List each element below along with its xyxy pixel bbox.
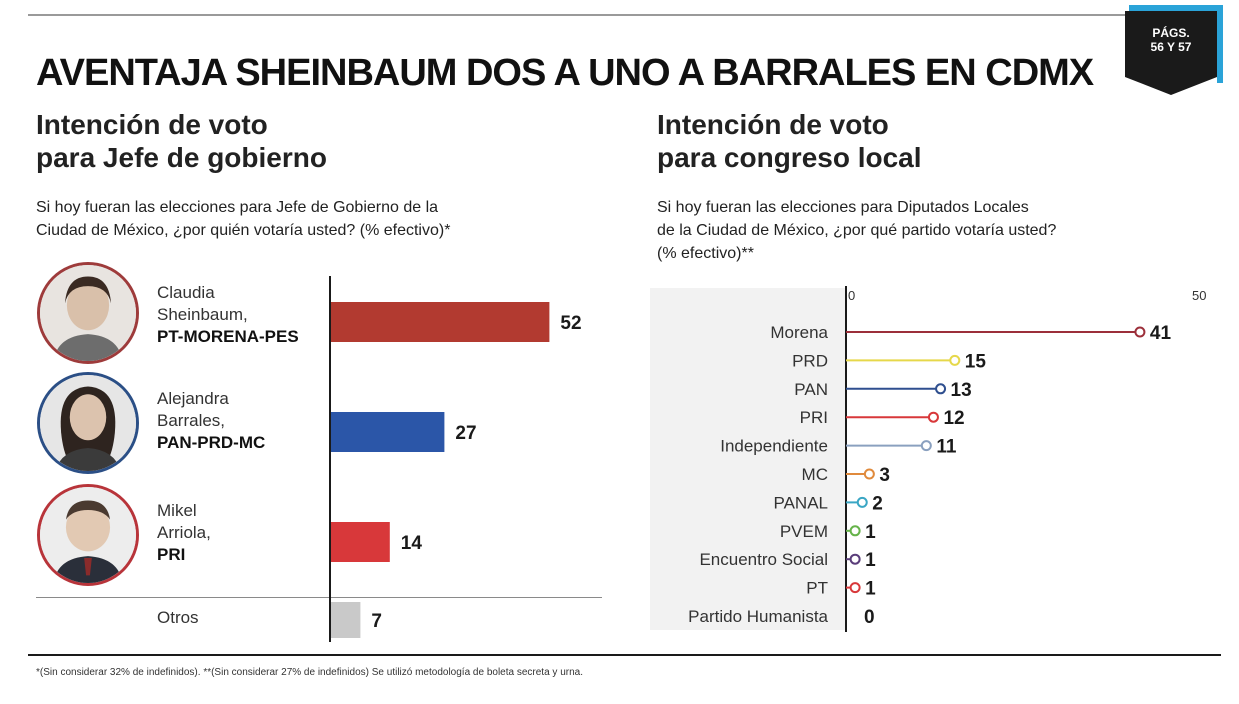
left-section-title: Intención de voto para Jefe de gobierno [36, 108, 327, 174]
right-category-label: Morena [770, 323, 828, 342]
right-value-label: 11 [936, 437, 957, 458]
page-tag [1125, 5, 1223, 95]
right-value-label: 1 [865, 550, 876, 571]
candidate-first-name: Mikel [157, 501, 197, 520]
right-question-line3: (% efectivo)** [657, 245, 754, 262]
candidate-portrait-arriola [37, 484, 139, 586]
left-bar-value-label: 14 [401, 533, 423, 554]
left-question-line1: Si hoy fueran las elecciones para Jefe d… [36, 199, 439, 216]
right-value-label: 1 [865, 579, 876, 600]
candidate-party: PRI [157, 545, 186, 564]
right-title-line2: para congreso local [657, 142, 922, 173]
right-lollipop-dot [920, 440, 932, 452]
left-bar-chart: 52 27 14 7 [329, 276, 582, 642]
footnote: *(Sin considerar 32% de indefinidos). **… [36, 667, 583, 678]
left-bar [331, 602, 361, 638]
candidate-last-name: Barrales, [157, 411, 226, 430]
right-value-label: 15 [965, 351, 987, 372]
right-x-tick-label: 50 [1192, 288, 1206, 303]
others-label: Otros [157, 608, 199, 627]
page-tag-line2: 56 Y 57 [1150, 40, 1192, 54]
candidate-last-name: Arriola, [157, 523, 211, 542]
top-rule [28, 14, 1213, 16]
headline: AVENTAJA SHEINBAUM DOS A UNO A BARRALES … [36, 52, 1094, 94]
left-bar [331, 412, 445, 452]
right-question-line2: de la Ciudad de México, ¿por qué partido… [657, 222, 1057, 239]
right-value-label: 2 [872, 493, 883, 514]
right-lollipop-dot [949, 354, 961, 366]
right-category-label: PAN [794, 380, 828, 399]
right-lollipop-dot [849, 525, 861, 537]
bottom-rule [28, 654, 1221, 656]
right-value-label: 3 [879, 465, 890, 486]
candidate-portrait-sheinbaum [37, 262, 139, 364]
right-value-label: 0 [864, 607, 875, 628]
left-question-line2: Ciudad de México, ¿por quién votaría ust… [36, 222, 451, 239]
right-category-label: PANAL [774, 493, 829, 512]
left-question: Si hoy fueran las elecciones para Jefe d… [36, 196, 450, 242]
candidate-label-barrales: Alejandra Barrales, PAN-PRD-MC [157, 388, 265, 454]
left-title-line2: para Jefe de gobierno [36, 142, 327, 173]
right-question-line1: Si hoy fueran las elecciones para Diputa… [657, 199, 1029, 216]
right-value-label: 1 [865, 522, 876, 543]
candidate-party: PAN-PRD-MC [157, 433, 266, 452]
right-category-label: Independiente [720, 437, 828, 456]
right-value-label: 13 [951, 380, 972, 401]
right-section-title: Intención de voto para congreso local [657, 108, 922, 174]
right-category-label: MC [802, 465, 828, 484]
right-lollipop-dot [863, 468, 875, 480]
right-lollipop-dot [849, 553, 861, 565]
page-tag-text: PÁGS. 56 Y 57 [1125, 26, 1217, 54]
candidate-first-name: Claudia [157, 283, 215, 302]
right-lollipop-dot [927, 411, 939, 423]
left-bar-value-label: 52 [560, 313, 581, 334]
candidate-last-name: Sheinbaum, [157, 305, 248, 324]
candidate-portrait-barrales [37, 372, 139, 474]
others-separator [36, 597, 602, 598]
right-label-panel [650, 288, 846, 630]
left-bar [331, 522, 390, 562]
left-title-line1: Intención de voto [36, 109, 268, 140]
right-lollipop-dot [1134, 326, 1146, 338]
page-tag-line1: PÁGS. [1152, 26, 1190, 40]
candidate-first-name: Alejandra [157, 389, 229, 408]
right-category-label: PVEM [780, 522, 828, 541]
left-bar-value-label: 27 [455, 423, 476, 444]
left-bar-value-label: 7 [371, 611, 382, 632]
right-question: Si hoy fueran las elecciones para Diputa… [657, 196, 1056, 265]
candidate-label-sheinbaum: Claudia Sheinbaum, PT-MORENA-PES [157, 282, 299, 348]
right-value-label: 41 [1150, 323, 1172, 344]
right-category-label: PRD [792, 351, 828, 370]
right-category-label: PRI [800, 408, 828, 427]
right-title-line1: Intención de voto [657, 109, 889, 140]
right-category-label: PT [806, 579, 828, 598]
right-lollipop-dot [935, 383, 947, 395]
candidate-party: PT-MORENA-PES [157, 327, 299, 346]
right-x-tick-label: 0 [848, 288, 855, 303]
right-category-label: Encuentro Social [699, 550, 828, 569]
right-lollipop-dot [856, 496, 868, 508]
right-value-label: 12 [943, 408, 964, 429]
right-lollipop-dot [849, 582, 861, 594]
candidate-label-arriola: Mikel Arriola, PRI [157, 500, 211, 566]
right-category-label: Partido Humanista [688, 607, 828, 626]
left-bar [331, 302, 550, 342]
